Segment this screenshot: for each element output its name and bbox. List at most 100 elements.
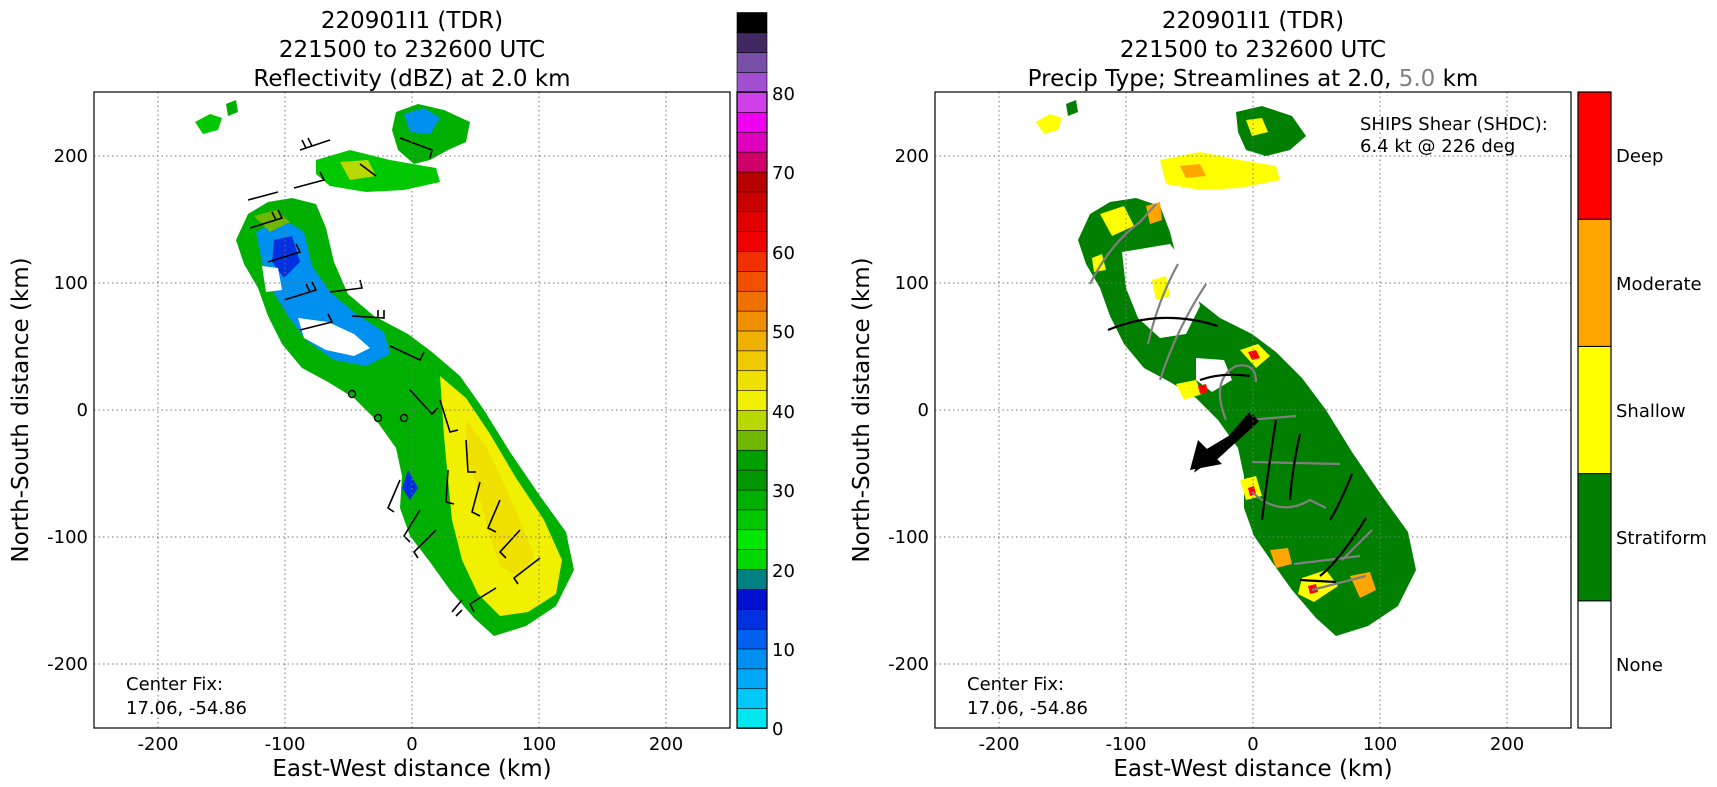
right-x-tick-label: 200 bbox=[1490, 734, 1524, 755]
precip-fragment bbox=[1036, 114, 1062, 134]
calm-marker bbox=[373, 413, 383, 423]
wind-barb bbox=[445, 469, 455, 505]
colorbar-segment bbox=[736, 270, 768, 292]
colorbar-segment bbox=[736, 707, 768, 729]
shear-label: SHIPS Shear (SHDC): bbox=[1360, 114, 1548, 135]
reflectivity-colorbar-ticks: 80 70 60 50 40 30 20 10 0 bbox=[772, 84, 795, 740]
wind-barb bbox=[387, 479, 401, 513]
right-title-unit: km bbox=[1443, 66, 1479, 92]
streamline bbox=[1293, 554, 1361, 566]
colorbar-tick-label: 60 bbox=[772, 243, 795, 264]
echo-fragment bbox=[404, 108, 440, 134]
wind-barb bbox=[471, 481, 481, 517]
streamlines-lower bbox=[1107, 316, 1367, 584]
colorbar-category-segment bbox=[1577, 91, 1612, 220]
colorbar-segment bbox=[736, 32, 768, 54]
precip-shallow-cell bbox=[1152, 276, 1170, 300]
echo-fragment bbox=[340, 160, 376, 180]
left-y-tick-label: -100 bbox=[47, 527, 88, 548]
streamline bbox=[1260, 419, 1278, 521]
right-y-ticks: 200 100 0 -100 -200 bbox=[888, 146, 929, 675]
left-panel: 220901I1 (TDR) 221500 to 232600 UTC Refl… bbox=[8, 8, 795, 782]
left-title-line-3: Reflectivity (dBZ) at 2.0 km bbox=[253, 66, 570, 92]
colorbar-segment bbox=[736, 648, 768, 670]
left-plot-frame bbox=[93, 91, 731, 729]
streamlines-upper bbox=[1089, 203, 1373, 592]
streamline bbox=[1288, 433, 1302, 501]
wind-barb bbox=[402, 509, 421, 543]
left-y-tick-label: 200 bbox=[54, 146, 88, 167]
precip-fragment bbox=[1160, 152, 1280, 190]
right-plot-frame bbox=[934, 91, 1572, 729]
colorbar-segment bbox=[736, 191, 768, 213]
reflectivity-colorbar: 80 70 60 50 40 30 20 10 0 bbox=[736, 12, 795, 740]
reflectivity-colorbar-frame bbox=[736, 91, 768, 729]
colorbar-segment bbox=[736, 548, 768, 570]
streamline bbox=[1251, 491, 1327, 509]
precip-shallow-cell bbox=[1270, 548, 1292, 568]
colorbar-segment bbox=[736, 369, 768, 391]
colorbar-segment bbox=[736, 210, 768, 232]
colorbar-segment bbox=[736, 310, 768, 332]
precip-type-colorbar-segments bbox=[1577, 91, 1612, 729]
left-y-axis-label: North-South distance (km) bbox=[8, 257, 34, 562]
left-center-fix-label: Center Fix: bbox=[126, 674, 223, 695]
rainband-core bbox=[466, 420, 534, 578]
colorbar-category-label: Stratiform bbox=[1616, 528, 1707, 549]
colorbar-segment bbox=[736, 628, 768, 650]
wind-barb bbox=[399, 137, 433, 159]
right-title-line-2: 221500 to 232600 UTC bbox=[1120, 37, 1386, 63]
right-y-axis-label: North-South distance (km) bbox=[849, 257, 875, 562]
colorbar-segment bbox=[736, 12, 768, 34]
right-x-tick-label: 0 bbox=[1247, 734, 1258, 755]
colorbar-segment bbox=[736, 568, 768, 590]
colorbar-tick-label: 0 bbox=[772, 719, 783, 740]
left-title-line-2: 221500 to 232600 UTC bbox=[279, 37, 545, 63]
colorbar-tick-label: 50 bbox=[772, 322, 795, 343]
colorbar-segment bbox=[736, 409, 768, 431]
colorbar-category-label: Moderate bbox=[1616, 274, 1702, 295]
colorbar-segment bbox=[736, 171, 768, 193]
right-precip-field bbox=[1036, 100, 1416, 636]
colorbar-tick-label: 80 bbox=[772, 84, 795, 105]
colorbar-segment bbox=[736, 330, 768, 352]
colorbar-segment bbox=[736, 687, 768, 709]
shear-arrow-head bbox=[1190, 440, 1222, 470]
colorbar-segment bbox=[736, 290, 768, 312]
streamline bbox=[1089, 203, 1157, 285]
precip-shallow-cell bbox=[1092, 254, 1106, 272]
left-reflectivity-field bbox=[195, 100, 574, 636]
colorbar-tick-label: 40 bbox=[772, 402, 795, 423]
colorbar-segment bbox=[736, 528, 768, 550]
colorbar-segment bbox=[736, 350, 768, 372]
colorbar-segment bbox=[736, 588, 768, 610]
precip-fragment bbox=[1066, 100, 1078, 116]
right-center-fix-value: 17.06, -54.86 bbox=[967, 698, 1088, 719]
colorbar-segment bbox=[736, 111, 768, 133]
left-title-line-1: 220901I1 (TDR) bbox=[321, 8, 503, 34]
streamline bbox=[1146, 263, 1179, 345]
streamline bbox=[1299, 578, 1337, 584]
wind-barb bbox=[512, 557, 541, 585]
colorbar-category-label: Shallow bbox=[1616, 401, 1686, 422]
wind-barb bbox=[412, 529, 437, 559]
left-x-tick-label: -200 bbox=[138, 734, 179, 755]
wind-barb bbox=[299, 137, 331, 151]
echo-fragment bbox=[226, 100, 238, 116]
wind-barb bbox=[247, 191, 279, 201]
streamline bbox=[1311, 574, 1367, 592]
wind-barb bbox=[451, 599, 463, 617]
left-y-tick-label: -200 bbox=[47, 654, 88, 675]
colorbar-category-segment bbox=[1577, 473, 1612, 602]
colorbar-segment bbox=[736, 469, 768, 491]
right-x-ticks: -200 -100 0 100 200 bbox=[979, 734, 1525, 755]
right-title-line-1: 220901I1 (TDR) bbox=[1162, 8, 1344, 34]
left-x-axis-label: East-West distance (km) bbox=[272, 756, 551, 782]
streamline bbox=[1329, 473, 1354, 521]
reflectivity-colorbar-segments bbox=[736, 12, 768, 729]
wind-barb bbox=[351, 310, 385, 319]
colorbar-segment bbox=[736, 91, 768, 113]
streamline bbox=[1158, 283, 1207, 381]
rainband-gap bbox=[262, 266, 282, 292]
